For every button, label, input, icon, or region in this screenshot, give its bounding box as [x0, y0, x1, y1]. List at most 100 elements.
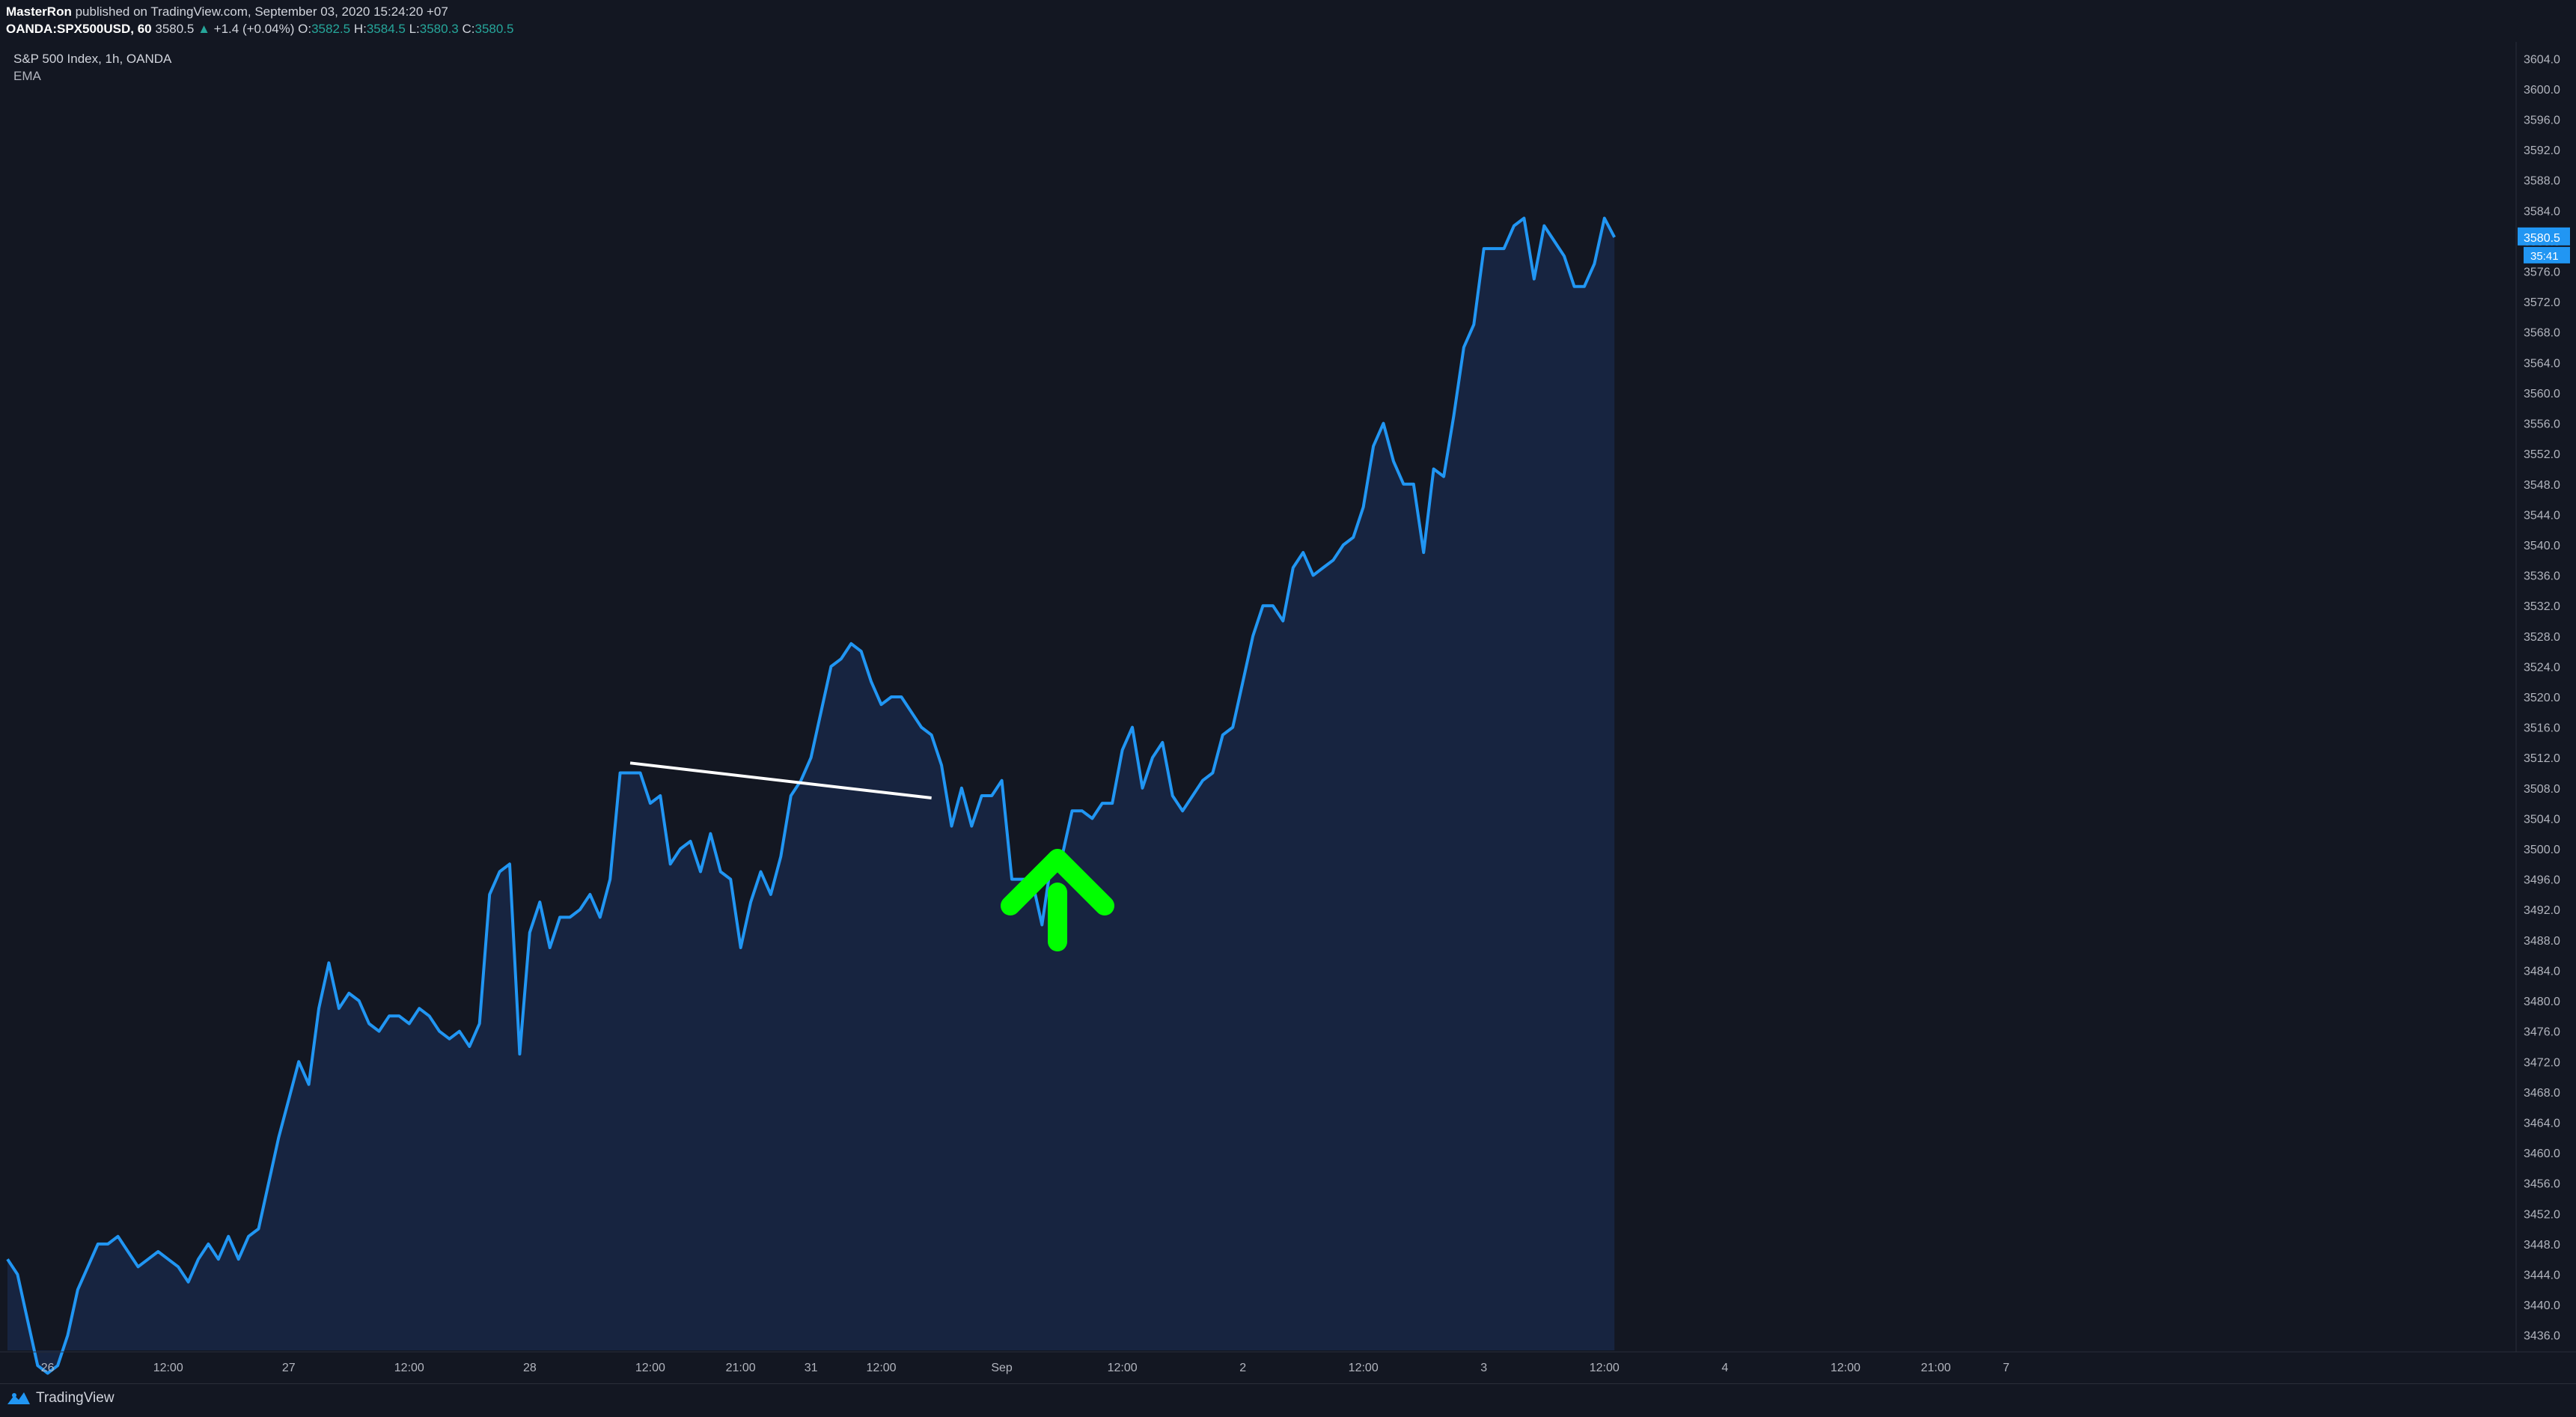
- y-tick-label: 3524.0: [2524, 661, 2560, 674]
- last-price: 3580.5: [155, 22, 195, 36]
- x-tick-label: 12:00: [635, 1362, 665, 1374]
- x-tick-label: 4: [1721, 1362, 1728, 1374]
- up-triangle-icon: ▲: [198, 22, 210, 36]
- y-tick-label: 3560.0: [2524, 388, 2560, 400]
- y-tick-label: 3476.0: [2524, 1026, 2560, 1039]
- y-tick-label: 3440.0: [2524, 1299, 2560, 1312]
- y-tick-label: 3520.0: [2524, 692, 2560, 704]
- y-tick-label: 3468.0: [2524, 1087, 2560, 1100]
- y-tick-label: 3464.0: [2524, 1117, 2560, 1130]
- arrow-group[interactable]: [1001, 849, 1114, 951]
- y-tick-label: 3452.0: [2524, 1208, 2560, 1221]
- last-price-tag: [2518, 227, 2570, 246]
- open-value: 3582.5: [311, 22, 351, 36]
- y-tick-label: 3512.0: [2524, 752, 2560, 765]
- area-fill-group: [7, 218, 1615, 1374]
- y-tick-label: 3480.0: [2524, 996, 2560, 1008]
- y-tick-label: 3572.0: [2524, 296, 2560, 309]
- x-tick-label: 2: [1239, 1362, 1246, 1374]
- y-tick-label: 3500.0: [2524, 844, 2560, 856]
- y-tick-label: 3504.0: [2524, 813, 2560, 826]
- publisher-line: MasterRon published on TradingView.com, …: [6, 4, 448, 19]
- trendline-group[interactable]: [629, 761, 932, 799]
- tradingview-logo-icon: [7, 1392, 30, 1404]
- y-tick-label: 3540.0: [2524, 540, 2560, 552]
- x-tick-label: 12:00: [1590, 1362, 1620, 1374]
- green-up-arrow-icon[interactable]: [1001, 849, 1114, 951]
- symbol-info-line: OANDA:SPX500USD, 60 3580.5 ▲ +1.4 (+0.04…: [6, 22, 513, 37]
- x-tick-label: 12:00: [394, 1362, 424, 1374]
- x-tick-label: Sep: [991, 1362, 1013, 1374]
- y-tick-label: 3600.0: [2524, 84, 2560, 97]
- x-tick-label: 12:00: [153, 1362, 183, 1374]
- y-tick-label: 3496.0: [2524, 874, 2560, 887]
- x-tick-label: 31: [805, 1362, 818, 1374]
- y-tick-label: 3564.0: [2524, 357, 2560, 370]
- y-tick-label: 3584.0: [2524, 205, 2560, 218]
- close-label: C:: [462, 22, 475, 36]
- low-value: 3580.3: [419, 22, 459, 36]
- x-tick-label: 26: [41, 1362, 55, 1374]
- y-tick-label: 3548.0: [2524, 479, 2560, 492]
- y-tick-label: 3472.0: [2524, 1056, 2560, 1069]
- y-tick-label: 3516.0: [2524, 722, 2560, 735]
- low-label: L:: [409, 22, 420, 36]
- legend-indicator-ema[interactable]: EMA: [13, 69, 41, 83]
- legend-title[interactable]: S&P 500 Index, 1h, OANDA: [13, 52, 172, 66]
- x-tick-label: 21:00: [1921, 1362, 1951, 1374]
- x-tick-label: 12:00: [1108, 1362, 1138, 1374]
- header-bar: MasterRon published on TradingView.com, …: [0, 0, 2576, 42]
- countdown-tag-value: 35:41: [2530, 250, 2559, 263]
- y-tick-label: 3592.0: [2524, 144, 2560, 157]
- y-tick-label: 3544.0: [2524, 509, 2560, 522]
- price-line-group: [6, 216, 1616, 1375]
- x-tick-label: 7: [2003, 1362, 2009, 1374]
- y-tick-label: 3604.0: [2524, 53, 2560, 66]
- trendline[interactable]: [629, 761, 932, 799]
- open-label: O:: [298, 22, 312, 36]
- y-tick-label: 3576.0: [2524, 266, 2560, 279]
- y-tick-label: 3436.0: [2524, 1330, 2560, 1343]
- y-tick-label: 3528.0: [2524, 631, 2560, 644]
- countdown-tag: [2524, 246, 2570, 263]
- y-tick-label: 3508.0: [2524, 783, 2560, 796]
- y-tick-label: 3596.0: [2524, 115, 2560, 127]
- y-tick-label: 3488.0: [2524, 935, 2560, 948]
- x-tick-label: 3: [1480, 1362, 1487, 1374]
- y-tick-label: 3456.0: [2524, 1178, 2560, 1191]
- y-tick-label: 3568.0: [2524, 327, 2560, 340]
- x-tick-label: 28: [523, 1362, 537, 1374]
- price-change: +1.4 (+0.04%): [213, 22, 295, 36]
- x-tick-label: 12:00: [1831, 1362, 1861, 1374]
- published-text: published on TradingView.com, September …: [75, 4, 448, 19]
- author-name[interactable]: MasterRon: [6, 4, 72, 19]
- footer-bar: [0, 1383, 2576, 1417]
- y-tick-label: 3536.0: [2524, 570, 2560, 583]
- x-tick-label: 12:00: [1349, 1362, 1379, 1374]
- price-series-line[interactable]: [6, 216, 1616, 1375]
- y-tick-label: 3556.0: [2524, 418, 2560, 431]
- x-tick-label: 27: [282, 1362, 296, 1374]
- tradingview-brand-text: TradingView: [36, 1390, 115, 1406]
- high-value: 3584.5: [366, 22, 406, 36]
- price-axis[interactable]: 3604.0 3600.0 3596.0 3592.0 3588.0 3584.0 3580…: [2515, 0, 2576, 1383]
- symbol-name[interactable]: OANDA:SPX500USD, 60: [6, 22, 152, 36]
- y-tick-label: 3484.0: [2524, 965, 2560, 978]
- time-axis[interactable]: 26 12:00 27 12:00 28 12:00 21:00 31 12:00 Sep 12:0…: [0, 1351, 2576, 1374]
- price-tag-group: 3580.5 35:41: [2518, 227, 2570, 263]
- y-tick-label: 3460.0: [2524, 1148, 2560, 1160]
- y-tick-label: 3552.0: [2524, 448, 2560, 461]
- y-tick-label: 3532.0: [2524, 600, 2560, 613]
- tradingview-branding[interactable]: TradingView: [6, 1389, 115, 1407]
- close-value: 3580.5: [474, 22, 514, 36]
- x-tick-label: 12:00: [867, 1362, 897, 1374]
- y-tick-label: 3444.0: [2524, 1269, 2560, 1282]
- y-tick-label: 3492.0: [2524, 904, 2560, 917]
- x-tick-label: 21:00: [726, 1362, 756, 1374]
- high-label: H:: [353, 22, 367, 36]
- y-tick-label: 3588.0: [2524, 175, 2560, 188]
- last-price-tag-value: 3580.5: [2524, 232, 2560, 245]
- y-tick-label: 3448.0: [2524, 1239, 2560, 1252]
- area-fill: [7, 218, 1615, 1374]
